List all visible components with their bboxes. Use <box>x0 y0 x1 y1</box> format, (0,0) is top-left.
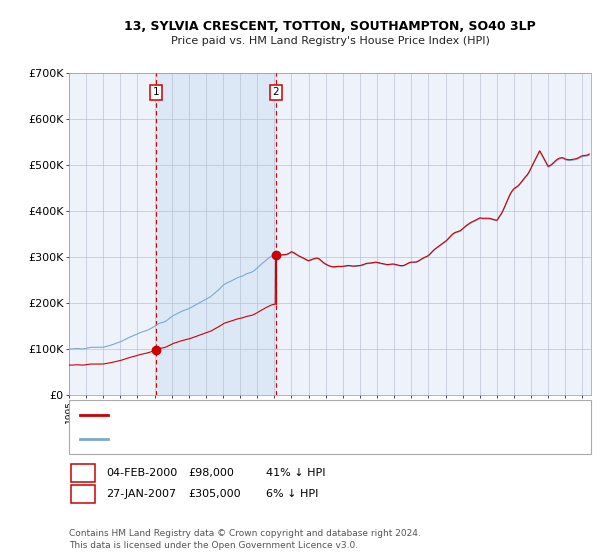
Text: Price paid vs. HM Land Registry's House Price Index (HPI): Price paid vs. HM Land Registry's House … <box>170 36 490 46</box>
Text: 41% ↓ HPI: 41% ↓ HPI <box>266 468 326 478</box>
Text: 04-FEB-2000: 04-FEB-2000 <box>106 468 178 478</box>
Bar <box>156 73 275 395</box>
Text: 13, SYLVIA CRESCENT, TOTTON, SOUTHAMPTON, SO40 3LP (detached house): 13, SYLVIA CRESCENT, TOTTON, SOUTHAMPTON… <box>114 410 491 420</box>
Text: HPI: Average price, detached house, New Forest: HPI: Average price, detached house, New … <box>114 434 349 444</box>
Text: Contains HM Land Registry data © Crown copyright and database right 2024.
This d: Contains HM Land Registry data © Crown c… <box>69 529 421 550</box>
Text: 1: 1 <box>152 87 160 97</box>
Text: 27-JAN-2007: 27-JAN-2007 <box>106 489 176 499</box>
Text: £305,000: £305,000 <box>188 489 241 499</box>
Text: 2: 2 <box>272 87 279 97</box>
Text: 1: 1 <box>80 468 87 478</box>
Text: 13, SYLVIA CRESCENT, TOTTON, SOUTHAMPTON, SO40 3LP: 13, SYLVIA CRESCENT, TOTTON, SOUTHAMPTON… <box>124 20 536 32</box>
Text: 2: 2 <box>80 489 87 499</box>
Text: 6% ↓ HPI: 6% ↓ HPI <box>266 489 319 499</box>
Text: £98,000: £98,000 <box>188 468 234 478</box>
